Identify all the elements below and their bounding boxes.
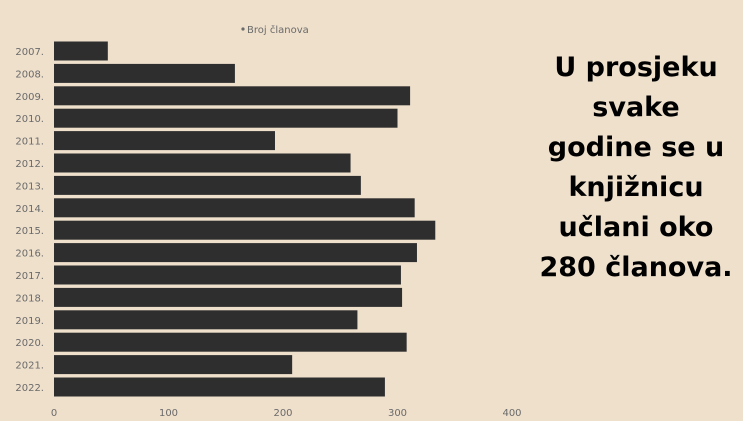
- y-tick-label: 2022.: [15, 383, 44, 394]
- summary-text: U prosjeku svake godine se u knjižnicu u…: [530, 48, 742, 288]
- y-tick-label: 2019.: [15, 316, 44, 327]
- y-tick-label: 2007.: [15, 47, 44, 58]
- y-tick-label: 2009.: [15, 92, 44, 103]
- summary-line: svake: [592, 92, 680, 123]
- bar: [54, 243, 417, 263]
- legend-marker: [241, 27, 245, 31]
- x-tick-label: 300: [388, 408, 407, 419]
- chart-legend: Broj članova: [241, 24, 309, 36]
- x-tick-label: 200: [273, 408, 292, 419]
- bar: [54, 131, 275, 151]
- y-tick-label: 2011.: [15, 137, 44, 148]
- y-tick-label: 2017.: [15, 271, 44, 282]
- x-tick-label: 0: [51, 408, 57, 419]
- y-tick-label: 2018.: [15, 293, 44, 304]
- legend-label: Broj članova: [247, 24, 309, 36]
- summary-line: U prosjeku: [554, 52, 718, 83]
- edge-strip: [0, 421, 751, 427]
- bar: [54, 108, 398, 128]
- edge-strip: [743, 0, 751, 427]
- summary-line: učlani oko: [558, 212, 714, 243]
- summary-line: godine se u: [547, 132, 725, 163]
- bar: [54, 287, 403, 307]
- y-tick-label: 2014.: [15, 204, 44, 215]
- bar: [54, 86, 411, 106]
- y-tick-label: 2016.: [15, 249, 44, 260]
- bar: [54, 63, 235, 83]
- y-tick-label: 2008.: [15, 69, 44, 80]
- y-tick-label: 2021.: [15, 361, 44, 372]
- bar: [54, 265, 401, 285]
- bar: [54, 198, 415, 218]
- y-tick-label: 2020.: [15, 338, 44, 349]
- y-tick-label: 2010.: [15, 114, 44, 125]
- x-tick-label: 400: [502, 408, 521, 419]
- summary-line: knjižnicu: [568, 172, 704, 203]
- bar: [54, 355, 293, 375]
- bar: [54, 175, 361, 195]
- bar: [54, 377, 385, 397]
- bar-chart: Broj članova 2007. 2008. 2009. 2010. 2011. 20…: [15, 24, 521, 419]
- y-tick-label: 2015.: [15, 226, 44, 237]
- bar: [54, 332, 407, 352]
- summary-line: 280 članova.: [539, 252, 733, 283]
- bar: [54, 310, 358, 330]
- y-tick-label: 2013.: [15, 181, 44, 192]
- y-tick-label: 2012.: [15, 159, 44, 170]
- bar: [54, 41, 108, 61]
- x-tick-label: 100: [159, 408, 178, 419]
- bar: [54, 153, 351, 173]
- bar: [54, 220, 436, 240]
